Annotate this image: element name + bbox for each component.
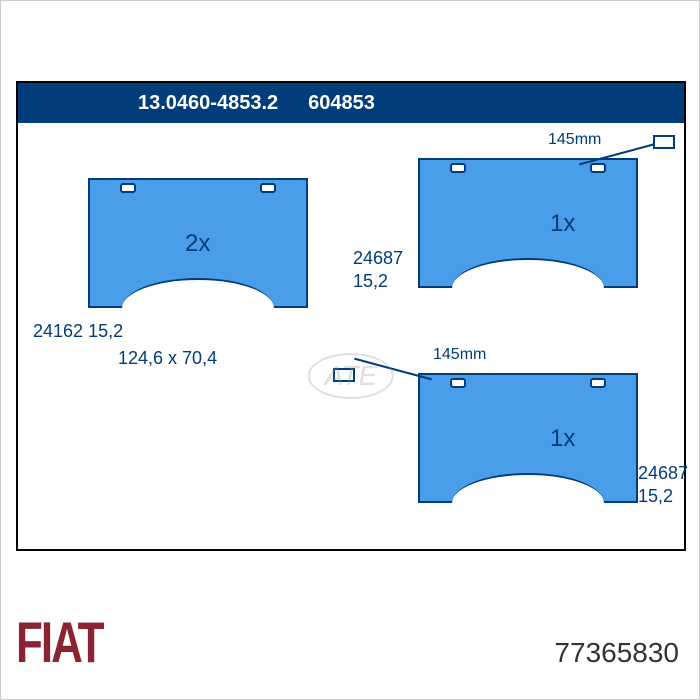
brake-pad-right-top: 1x — [418, 158, 638, 288]
pad-hole-icon — [450, 378, 466, 388]
pad-dimensions-label: 124,6 x 70,4 — [118, 348, 217, 369]
pad-hole-icon — [120, 183, 136, 193]
brand-logo: FIAT — [16, 612, 103, 677]
pad-qty-label: 2x — [185, 230, 210, 258]
product-diagram-card: 13.0460-4853.2 604853 2x 24162 15,2 124,… — [0, 0, 700, 700]
ate-logo-icon: ATE — [308, 353, 394, 399]
pad-thickness-label: 15,2 — [638, 486, 673, 507]
pad-hole-icon — [590, 163, 606, 173]
brake-pad-left: 2x — [88, 178, 308, 308]
diagram-header: 13.0460-4853.2 604853 — [18, 83, 684, 123]
wire-length-label: 145mm — [548, 131, 601, 149]
pad-code-label: 24687 — [353, 248, 403, 269]
pad-code-label: 24687 — [638, 463, 688, 484]
pad-hole-icon — [590, 378, 606, 388]
pad-qty-label: 1x — [550, 210, 575, 238]
diagram-frame: 13.0460-4853.2 604853 2x 24162 15,2 124,… — [16, 81, 686, 551]
pad-hole-icon — [260, 183, 276, 193]
pad-thickness-label: 15,2 — [353, 271, 388, 292]
oem-part-number: 77365830 — [554, 637, 679, 669]
pad-hole-icon — [450, 163, 466, 173]
connector-icon — [653, 135, 675, 149]
pad-qty-label: 1x — [550, 425, 575, 453]
pad-code-label: 24162 15,2 — [33, 321, 123, 342]
watermark-logo: ATE — [308, 353, 394, 399]
part-reference: 13.0460-4853.2 — [138, 92, 278, 115]
wire-length-label: 145mm — [433, 346, 486, 364]
brake-pad-right-bottom: 1x — [418, 373, 638, 503]
part-code: 604853 — [308, 92, 375, 115]
